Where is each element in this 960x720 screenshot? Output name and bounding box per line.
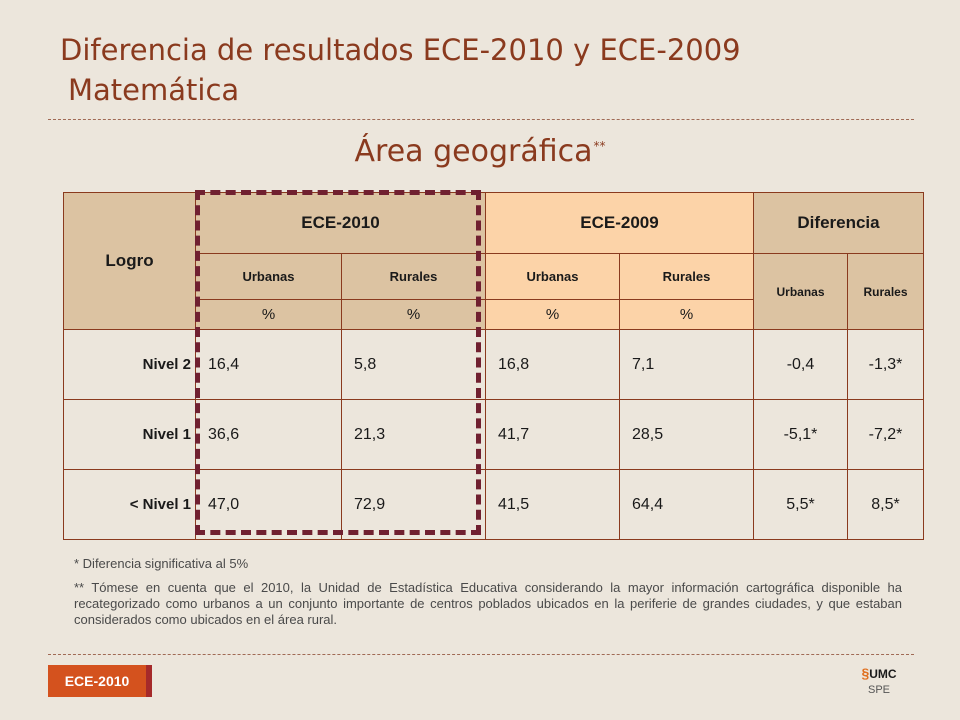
ece-badge: ECE-2010 [48,665,152,697]
row-label: < Nivel 1 [63,469,196,540]
data-cell: 41,7 [485,399,620,470]
slide-title: Diferencia de resultados ECE-2010 y ECE-… [60,30,741,110]
section-subtitle: Área geográfica** [0,134,960,169]
spe-label: SPE [867,684,890,696]
table-units-row: % % % % [64,299,924,330]
data-cell: -7,2* [846,399,925,470]
data-cell: 36,6 [195,399,342,470]
data-cell: 41,5 [485,469,620,540]
data-cell: 5,8 [341,329,486,400]
footnote-significance: * Diferencia significativa al 5% [74,556,249,571]
ece2010-header: ECE-2010 [195,192,486,254]
top-divider [48,119,914,120]
data-cell: 28,5 [619,399,754,470]
data-cell: 72,9 [341,469,486,540]
unit-cell: % [485,299,620,330]
data-cell: 5,5* [753,469,848,540]
dif-urbanas-header: Urbanas [753,253,848,330]
diferencia-header: Diferencia [752,192,925,254]
table-header-row: Logro ECE-2010 ECE-2009 Diferencia [63,192,925,330]
subtitle-footnote-mark: ** [593,139,606,153]
data-cell: -1,3* [846,329,925,400]
data-cell: -5,1* [753,399,848,470]
ece2009-rurales-header: Rurales [619,253,754,300]
logro-header: Logro [63,192,196,330]
results-table: Logro ECE-2010 ECE-2009 Diferencia Urban… [63,192,925,540]
dif-rurales-header: Rurales [846,253,925,330]
title-line-2: Matemática [68,73,240,107]
row-label: Nivel 2 [63,329,196,400]
data-cell: 8,5* [846,469,925,540]
umc-logo-icon: §UMC [861,665,897,681]
data-cell: 16,8 [485,329,620,400]
data-cell: 64,4 [619,469,754,540]
subtitle-text: Área geográfica [354,134,593,169]
table-row: < Nivel 1 47,0 72,9 41,5 64,4 5,5* 8,5* [63,469,925,540]
data-cell: 21,3 [341,399,486,470]
table-row: Nivel 2 16,4 5,8 16,8 7,1 -0,4 -1,3* [63,329,925,400]
title-line-1: Diferencia de resultados ECE-2010 y ECE-… [60,33,741,67]
table-row: Nivel 1 36,6 21,3 41,7 28,5 -5,1* -7,2* [63,399,925,470]
unit-cell: % [619,299,754,330]
ece2010-urbanas-header: Urbanas [195,253,342,300]
umc-logo: §UMC SPE [856,664,902,704]
unit-cell: % [195,299,342,330]
unit-cell: % [341,299,486,330]
data-cell: 7,1 [619,329,754,400]
data-cell: 47,0 [195,469,342,540]
footnote-recategorization: ** Tómese en cuenta que el 2010, la Unid… [74,580,902,627]
data-cell: 16,4 [195,329,342,400]
bottom-divider [48,654,914,655]
ece2009-header: ECE-2009 [485,192,754,254]
table-subheader-row: Urbanas Rurales Urbanas Rurales Urbanas … [64,253,925,330]
ece2009-urbanas-header: Urbanas [485,253,620,300]
ece2010-rurales-header: Rurales [341,253,486,300]
footnotes: * Diferencia significativa al 5% ** Tóme… [74,556,902,636]
row-label: Nivel 1 [63,399,196,470]
data-cell: -0,4 [753,329,848,400]
